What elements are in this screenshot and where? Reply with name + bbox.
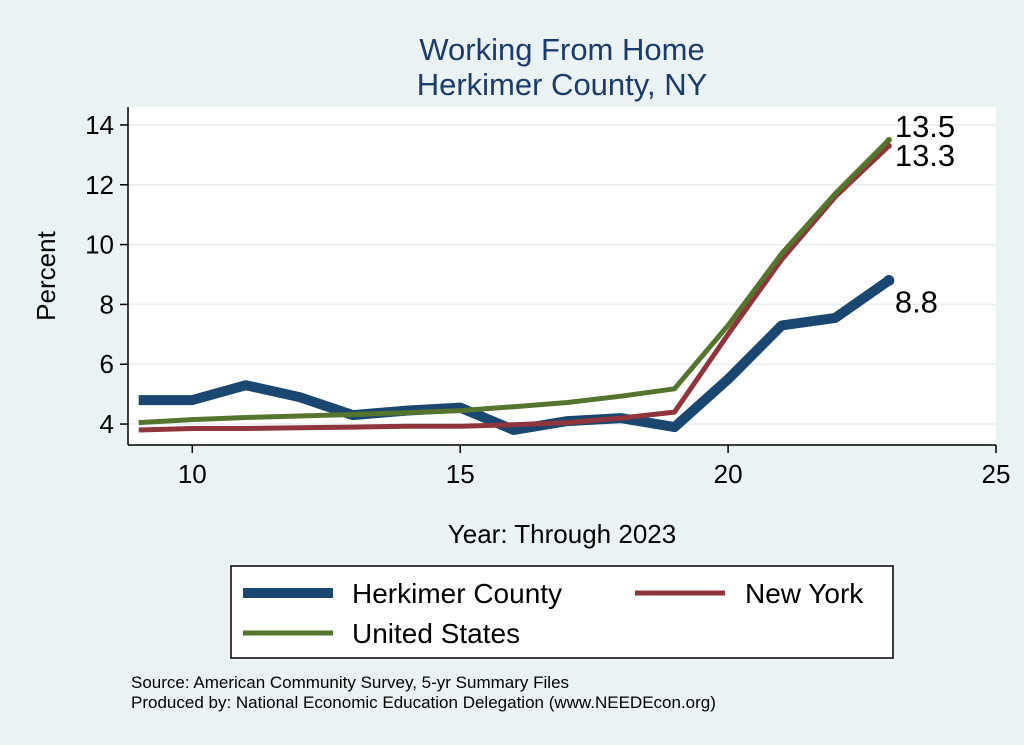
end-label-herkimer-county: 8.8 — [895, 284, 938, 319]
x-tick-label: 20 — [714, 459, 743, 489]
gridlines — [128, 124, 996, 425]
y-tick-label: 6 — [100, 349, 114, 379]
chart-title-line-1: Working From Home — [419, 32, 704, 67]
x-tick-label: 10 — [178, 459, 207, 489]
y-axis-label: Percent — [31, 230, 61, 320]
x-tick-label: 15 — [446, 459, 475, 489]
y-tick-label: 8 — [100, 289, 114, 319]
axes: 4 6 8 10 12 14 10 15 20 25 — [85, 107, 1010, 489]
plot-area — [128, 107, 996, 445]
series-line-herkimer-county — [138, 276, 892, 435]
y-tick-label: 12 — [85, 170, 114, 200]
y-tick-label: 14 — [85, 110, 114, 140]
y-tick-label: 4 — [100, 409, 114, 439]
legend-label-herkimer: Herkimer County — [352, 578, 562, 609]
legend-box — [230, 565, 894, 659]
chart-title-line-2: Herkimer County, NY — [417, 67, 708, 102]
series-end-point-herkimer-county — [883, 274, 895, 286]
source-note: Source: American Community Survey, 5-yr … — [131, 673, 569, 692]
y-tick-label: 10 — [85, 230, 114, 260]
series-line-new-york — [138, 144, 891, 433]
series-end-point-united-states — [885, 136, 892, 143]
series-line-united-states — [138, 138, 891, 426]
x-axis-label: Year: Through 2023 — [448, 519, 676, 549]
legend: Herkimer County New York United States — [230, 565, 894, 659]
x-tick-label: 25 — [982, 459, 1011, 489]
end-labels: 8.8 13.313.5 — [895, 109, 955, 320]
legend-label-new-york: New York — [745, 578, 864, 609]
series-lines — [138, 136, 895, 435]
produced-by-note: Produced by: National Economic Education… — [131, 693, 716, 712]
end-label-united-states: 13.5 — [895, 109, 955, 144]
end-label-new-york: 13.3 — [895, 138, 955, 173]
legend-label-united-states: United States — [352, 618, 520, 649]
